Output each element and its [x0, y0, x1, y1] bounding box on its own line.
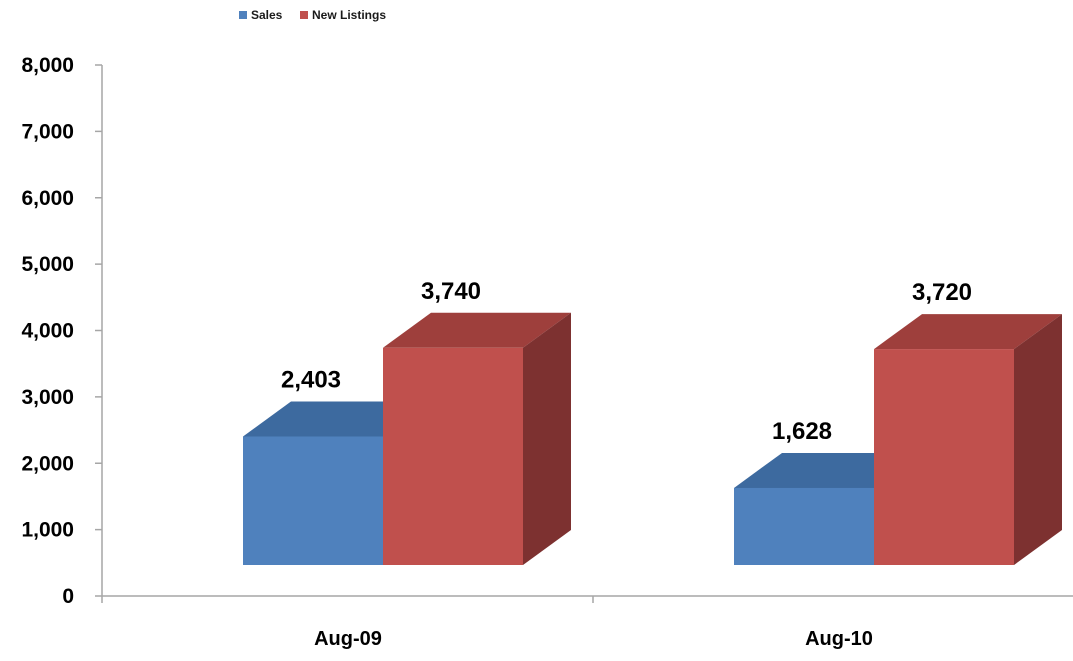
data-label-sales: 1,628: [772, 418, 832, 445]
legend-swatch-sales: [239, 11, 247, 19]
bar-side-new-listings: [523, 312, 571, 565]
bar-new-listings: [383, 347, 523, 565]
bar-top-new-listings: [874, 314, 1062, 350]
bar-top-new-listings: [383, 312, 571, 348]
y-tick-label: 0: [62, 585, 74, 608]
legend: Sales New Listings: [239, 8, 386, 22]
x-category-label: Aug-09: [314, 628, 382, 650]
y-tick-label: 6,000: [21, 187, 74, 210]
legend-label-sales: Sales: [251, 8, 283, 22]
y-tick-label: 4,000: [21, 320, 74, 343]
bar-side-new-listings: [1014, 314, 1062, 565]
bar-sales: [734, 487, 874, 565]
y-tick-label: 3,000: [21, 386, 74, 409]
y-tick-label: 1,000: [21, 519, 74, 542]
legend-label-new-listings: New Listings: [312, 8, 386, 22]
bar-new-listings: [874, 349, 1014, 565]
bar-sales: [243, 436, 383, 565]
y-axis: 0 1,000 2,000 3,000 4,000 5,000 6,000 7,000 8,00…: [21, 54, 103, 608]
legend-swatch-new-listings: [300, 11, 308, 19]
x-axis: Aug-09 Aug-10: [101, 595, 1073, 650]
y-tick-label: 8,000: [21, 54, 74, 77]
data-labels: 2,403 3,740 1,628 3,720: [281, 278, 972, 445]
x-category-label: Aug-10: [805, 628, 873, 650]
data-label-new-listings: 3,740: [421, 278, 481, 305]
y-tick-label: 5,000: [21, 253, 74, 276]
data-label-sales: 2,403: [281, 367, 341, 394]
bars: [243, 312, 1062, 565]
y-tick-label: 7,000: [21, 120, 74, 143]
data-label-new-listings: 3,720: [912, 279, 972, 306]
y-tick-label: 2,000: [21, 452, 74, 475]
